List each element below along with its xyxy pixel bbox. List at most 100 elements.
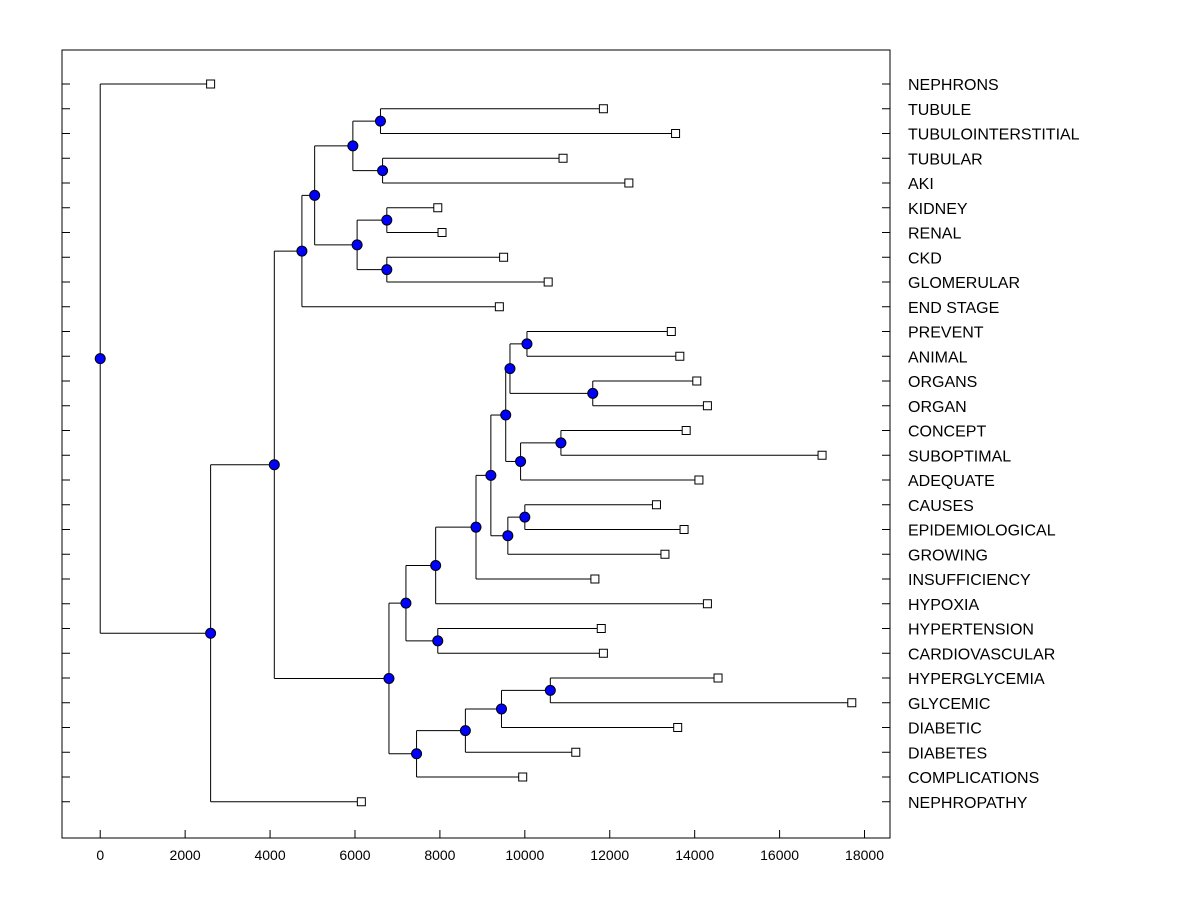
merge-node-n_hyp: [430, 559, 442, 571]
leaf-marker-epidemiological: [679, 525, 689, 534]
x-tick-label: 14000: [675, 847, 714, 863]
merge-node-n_renal: [351, 239, 363, 251]
leaf-label-tubulointerstitial: TUBULOINTERSTITIAL: [908, 127, 1080, 144]
leaf-marker-insufficiency: [590, 574, 600, 584]
merge-node-n_gly: [544, 684, 556, 696]
merge-node-n_aki: [377, 165, 389, 177]
leaf-label-adequate: ADEQUATE: [908, 473, 995, 490]
x-tick-label: 0: [96, 847, 104, 863]
x-tick-label: 16000: [760, 847, 799, 863]
x-tick-label: 6000: [339, 847, 370, 863]
leaf-label-hypertension: HYPERTENSION: [908, 622, 1034, 639]
leaf-marker-growing: [660, 549, 670, 559]
merge-node-n_kid: [381, 214, 393, 226]
leaf-marker-hypoxia: [702, 599, 712, 609]
leaf-marker-nephropathy: [356, 797, 366, 807]
leaf-label-diabetes: DIABETES: [908, 745, 987, 762]
merge-node-n_comp: [411, 748, 423, 760]
merge-node-n_dgrp: [383, 672, 395, 684]
y-axis-ticks: [62, 83, 890, 803]
x-tick-label: 18000: [845, 847, 884, 863]
leaf-marker-concept: [681, 426, 691, 435]
x-axis-ticks: [99, 830, 866, 838]
leaf-label-hyperglycemia: HYPERGLYCEMIA: [908, 671, 1045, 688]
merge-node-n_big: [268, 459, 280, 471]
leaf-label-insufficiency: INSUFFICIENCY: [908, 572, 1031, 589]
leaf-marker-glomerular: [543, 277, 553, 287]
leaf-marker-organ: [702, 401, 712, 411]
leaf-marker-end-stage: [494, 302, 504, 312]
leaf-label-tubular: TUBULAR: [908, 151, 983, 168]
merge-node-n_kidney: [296, 245, 308, 257]
leaf-marker-hyperglycemia: [713, 673, 723, 683]
merge-node-n_tubgrp: [347, 140, 359, 152]
leaf-marker-animal: [675, 351, 685, 361]
leaf-label-kidney: KIDNEY: [908, 201, 968, 218]
leaf-marker-hypertension: [596, 624, 606, 633]
leaf-label-diabetic: DIABETIC: [908, 721, 982, 738]
leaf-marker-diabetes: [571, 747, 581, 757]
x-tick-label: 12000: [590, 847, 629, 863]
leaf-marker-diabetic: [673, 723, 683, 732]
leaf-marker-tubulointerstitial: [671, 129, 681, 138]
merge-node-n_con: [555, 437, 567, 449]
x-axis-tick-labels: 0 2000 4000 6000 8000 10000 12000 14000 16000 180…: [96, 847, 884, 863]
merge-node-n_tub: [374, 115, 386, 127]
leaf-marker-adequate: [694, 475, 704, 485]
merge-node-n_neph: [205, 627, 217, 639]
x-tick-label: 10000: [505, 847, 544, 863]
dendrogram-links: [99, 83, 852, 803]
merge-node-n_cad: [515, 455, 527, 467]
merge-node-n_poc: [500, 409, 512, 421]
leaf-label-causes: CAUSES: [908, 498, 974, 515]
leaf-marker-nephrons: [206, 79, 216, 89]
leaf-marker-renal: [437, 228, 447, 237]
leaf-label-suboptimal: SUBOPTIMAL: [908, 448, 1011, 465]
leaf-label-end-stage: END STAGE: [908, 300, 999, 317]
merge-node-n_caug: [502, 530, 514, 542]
leaf-label-organ: ORGAN: [908, 399, 967, 416]
merge-node-n_prev: [521, 338, 533, 350]
merge-node-n_mid: [485, 469, 497, 481]
leaf-marker-kidney: [433, 203, 443, 213]
leaf-marker-complications: [518, 772, 528, 782]
merge-node-n_card: [432, 635, 444, 647]
merge-node-n_ckd: [381, 264, 393, 276]
leaf-label-nephrons: NEPHRONS: [908, 77, 999, 94]
leaf-marker-cardiovascular: [598, 648, 608, 658]
merge-node-n_ins: [470, 521, 482, 533]
leaf-marker-organs: [692, 376, 702, 386]
merge-node-n_hh: [400, 597, 412, 609]
merge-node-n_dia: [495, 703, 507, 715]
leaf-marker-tubular: [558, 153, 568, 163]
leaf-label-organs: ORGANS: [908, 374, 977, 391]
leaf-label-ckd: CKD: [908, 250, 942, 267]
leaf-marker-tubule: [598, 104, 608, 114]
merge-node-n_diab: [459, 725, 471, 737]
leaf-marker-glycemic: [847, 698, 857, 708]
leaf-label-glycemic: GLYCEMIC: [908, 696, 990, 713]
leaf-label-nephropathy: NEPHROPATHY: [908, 795, 1028, 812]
leaf-label-complications: COMPLICATIONS: [908, 770, 1039, 787]
leaf-label-prevent: PREVENT: [908, 325, 984, 342]
leaf-label-concept: CONCEPT: [908, 424, 986, 441]
x-tick-label: 2000: [170, 847, 201, 863]
leaf-label-glomerular: GLOMERULAR: [908, 275, 1020, 292]
leaf-marker-causes: [651, 500, 661, 510]
merge-node-n_cau: [519, 511, 531, 523]
leaf-label-aki: AKI: [908, 176, 934, 193]
plot-frame: [61, 49, 891, 839]
merge-node-n_po: [504, 363, 516, 375]
merge-node-n_kgrp: [309, 189, 321, 201]
leaf-label-hypoxia: HYPOXIA: [908, 597, 979, 614]
leaf-label-epidemiological: EPIDEMIOLOGICAL: [908, 523, 1056, 540]
leaf-marker-prevent: [666, 327, 676, 336]
node-markers: [94, 115, 599, 760]
leaf-labels: NEPHRONS TUBULE TUBULOINTERSTITIAL TUBULAR A…: [908, 77, 1080, 812]
leaf-markers: [206, 79, 857, 807]
x-tick-label: 8000: [424, 847, 455, 863]
leaf-marker-suboptimal: [817, 450, 827, 460]
x-tick-label: 4000: [254, 847, 285, 863]
leaf-marker-ckd: [499, 252, 509, 262]
